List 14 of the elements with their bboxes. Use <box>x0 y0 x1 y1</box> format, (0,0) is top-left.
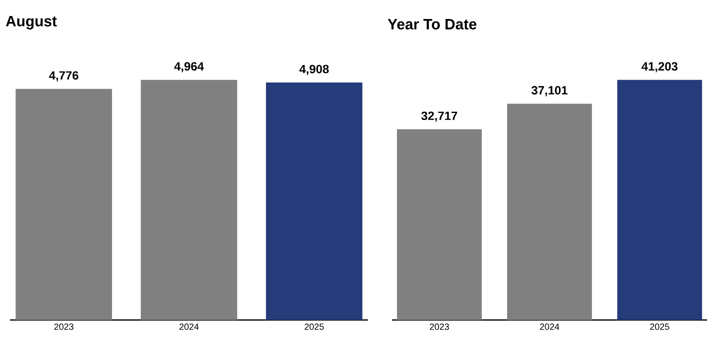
x-tick-label: 2023 <box>430 324 449 330</box>
data-label: 4,964 <box>174 62 204 72</box>
x-tick-label: 2024 <box>179 324 199 330</box>
data-label: 4,776 <box>49 71 78 82</box>
chart-title: Year To Date <box>388 19 476 30</box>
x-tick-label: 2025 <box>304 324 324 330</box>
data-label: 32,717 <box>421 112 458 122</box>
data-label: 41,203 <box>642 62 678 72</box>
data-label: 37,101 <box>532 86 568 96</box>
chart-title: August <box>6 16 57 30</box>
x-tick-label: 2023 <box>54 324 74 330</box>
x-tick-label: 2024 <box>540 324 560 330</box>
data-label: 4,908 <box>299 64 329 76</box>
x-tick-label: 2025 <box>650 324 670 330</box>
